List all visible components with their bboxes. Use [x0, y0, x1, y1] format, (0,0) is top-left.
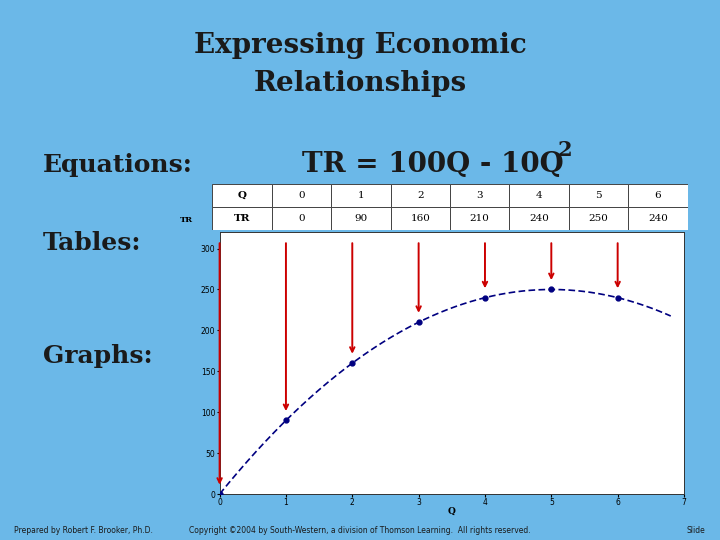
Text: 2: 2 — [417, 191, 423, 200]
Text: Q: Q — [238, 191, 246, 200]
Text: TR: TR — [180, 216, 193, 224]
Bar — [271, 206, 331, 230]
Bar — [331, 184, 391, 206]
Bar — [331, 206, 391, 230]
Bar — [628, 184, 688, 206]
Text: 160: 160 — [410, 213, 431, 222]
Text: Slide: Slide — [687, 526, 706, 535]
Bar — [628, 206, 688, 230]
Text: 240: 240 — [648, 213, 668, 222]
Text: 4: 4 — [536, 191, 542, 200]
Text: 0: 0 — [298, 213, 305, 222]
Bar — [391, 184, 450, 206]
Text: Equations:: Equations: — [43, 153, 193, 177]
Text: 3: 3 — [477, 191, 483, 200]
Text: 240: 240 — [529, 213, 549, 222]
Bar — [450, 184, 510, 206]
Bar — [271, 184, 331, 206]
Bar — [212, 184, 271, 206]
Bar — [212, 206, 271, 230]
Bar — [510, 184, 569, 206]
Text: Relationships: Relationships — [253, 70, 467, 97]
Text: Graphs:: Graphs: — [43, 345, 153, 368]
Text: TR: TR — [234, 213, 251, 222]
Text: Copyright ©2004 by South-Western, a division of Thomson Learning.  All rights re: Copyright ©2004 by South-Western, a divi… — [189, 526, 531, 535]
Bar — [450, 206, 510, 230]
X-axis label: Q: Q — [448, 507, 456, 516]
Bar — [391, 206, 450, 230]
Text: 5: 5 — [595, 191, 602, 200]
Text: 250: 250 — [588, 213, 608, 222]
Text: Expressing Economic: Expressing Economic — [194, 32, 526, 59]
Text: 2: 2 — [558, 139, 572, 160]
Bar — [569, 206, 628, 230]
Bar — [510, 206, 569, 230]
Text: 6: 6 — [654, 191, 661, 200]
Text: 0: 0 — [298, 191, 305, 200]
Text: 210: 210 — [469, 213, 490, 222]
Text: 90: 90 — [354, 213, 367, 222]
Bar — [569, 184, 628, 206]
Text: TR = 100Q - 10Q: TR = 100Q - 10Q — [302, 151, 564, 178]
Text: Tables:: Tables: — [43, 231, 142, 255]
Text: 1: 1 — [358, 191, 364, 200]
Text: Prepared by Robert F. Brooker, Ph.D.: Prepared by Robert F. Brooker, Ph.D. — [14, 526, 153, 535]
